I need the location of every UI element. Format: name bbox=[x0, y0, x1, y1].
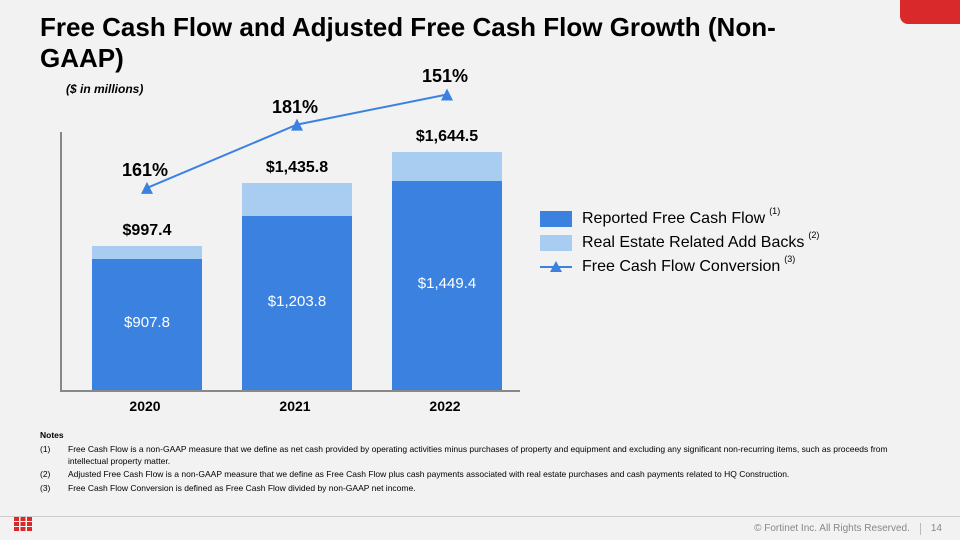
legend-label: Free Cash Flow Conversion bbox=[582, 258, 780, 276]
legend-superscript: (1) bbox=[769, 206, 780, 216]
legend-swatch-icon bbox=[540, 211, 572, 227]
legend-item: Free Cash Flow Conversion(3) bbox=[540, 258, 815, 276]
legend-superscript: (3) bbox=[784, 254, 795, 264]
footer-logo-icon bbox=[14, 517, 32, 536]
footer-copyright: © Fortinet Inc. All Rights Reserved. bbox=[754, 523, 910, 534]
footnote-row: (3)Free Cash Flow Conversion is defined … bbox=[40, 483, 920, 494]
corner-accent bbox=[900, 0, 960, 24]
footnote-text: Free Cash Flow Conversion is defined as … bbox=[68, 483, 416, 494]
page-title: Free Cash Flow and Adjusted Free Cash Fl… bbox=[40, 12, 820, 74]
footer-divider bbox=[920, 523, 921, 535]
page-number: 14 bbox=[931, 523, 942, 534]
conversion-label: 151% bbox=[390, 66, 500, 87]
notes-title: Notes bbox=[40, 430, 920, 441]
conversion-label: 181% bbox=[240, 97, 350, 118]
legend-item: Real Estate Related Add Backs(2) bbox=[540, 234, 815, 252]
legend-swatch-icon bbox=[540, 235, 572, 251]
legend-label: Real Estate Related Add Backs bbox=[582, 234, 804, 252]
footnotes: Notes (1)Free Cash Flow is a non-GAAP me… bbox=[40, 430, 920, 496]
chart-area: ($ in millions) $907.8$997.4$1,203.8$1,4… bbox=[60, 86, 520, 416]
x-tick-label: 2021 bbox=[240, 398, 350, 414]
footnote-row: (2)Adjusted Free Cash Flow is a non-GAAP… bbox=[40, 469, 920, 480]
legend-label: Reported Free Cash Flow bbox=[582, 210, 765, 228]
footnote-text: Adjusted Free Cash Flow is a non-GAAP me… bbox=[68, 469, 789, 480]
legend-item: Reported Free Cash Flow(1) bbox=[540, 210, 815, 228]
legend: Reported Free Cash Flow(1) Real Estate Re… bbox=[540, 210, 815, 282]
legend-superscript: (2) bbox=[808, 230, 819, 240]
conversion-label: 161% bbox=[90, 160, 200, 181]
x-tick-label: 2020 bbox=[90, 398, 200, 414]
footnote-number: (3) bbox=[40, 483, 68, 494]
triangle-marker-icon bbox=[141, 182, 153, 194]
footnote-number: (2) bbox=[40, 469, 68, 480]
footer: © Fortinet Inc. All Rights Reserved. 14 bbox=[0, 516, 960, 540]
footnote-row: (1)Free Cash Flow is a non-GAAP measure … bbox=[40, 444, 920, 467]
x-tick-label: 2022 bbox=[390, 398, 500, 414]
footnote-number: (1) bbox=[40, 444, 68, 467]
y-axis-note: ($ in millions) bbox=[66, 82, 143, 96]
footnote-text: Free Cash Flow is a non-GAAP measure tha… bbox=[68, 444, 920, 467]
legend-line-icon bbox=[540, 259, 572, 275]
